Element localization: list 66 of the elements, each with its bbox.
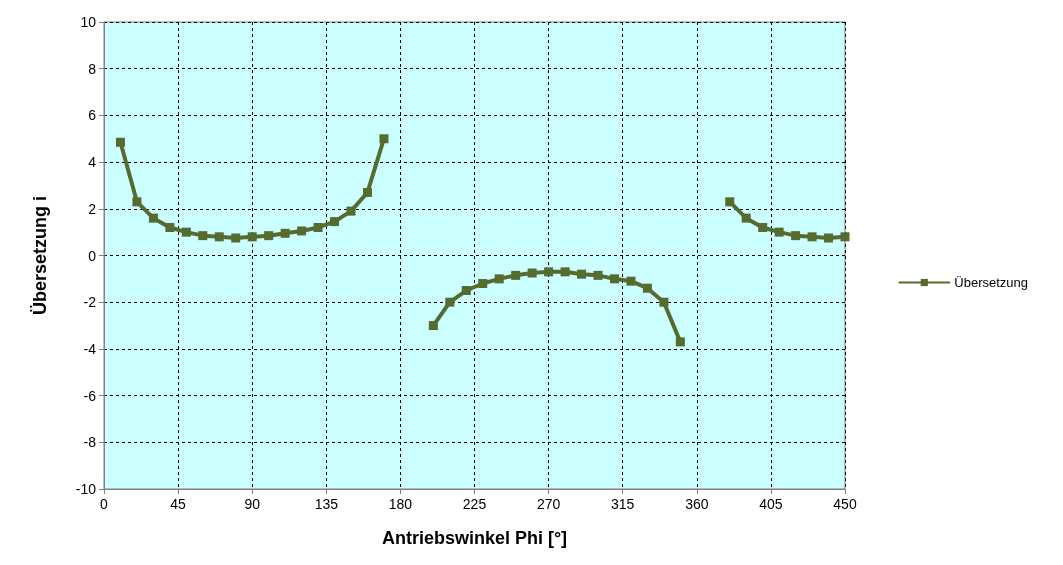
point — [494, 274, 504, 284]
y-tick-label: -6 — [83, 387, 97, 404]
y-tick-label: 10 — [80, 14, 97, 30]
point — [577, 269, 587, 279]
x-tick-label: 360 — [685, 496, 709, 512]
y-tick-label: 4 — [88, 154, 97, 171]
point — [758, 222, 768, 232]
point — [626, 276, 636, 286]
y-axis-title: Übersetzung i — [30, 195, 50, 316]
point — [181, 227, 191, 237]
point — [198, 231, 208, 241]
point — [593, 270, 603, 280]
point — [741, 213, 751, 223]
point — [379, 134, 389, 144]
x-tick-label: 45 — [170, 496, 187, 512]
y-tick-label: -10 — [75, 481, 97, 497]
point — [511, 270, 521, 280]
y-tick-label: 0 — [88, 247, 97, 264]
point — [642, 283, 652, 293]
y-tick-label: -2 — [83, 294, 97, 311]
x-tick-label: 270 — [536, 496, 561, 512]
x-axis-title: Antriebswinkel Phi [°] — [381, 528, 568, 548]
point — [824, 233, 834, 243]
point — [231, 233, 241, 243]
point — [247, 232, 257, 242]
y-tick-label: -8 — [83, 434, 97, 451]
point — [725, 197, 735, 207]
point — [214, 232, 224, 242]
y-tick-label: 6 — [88, 107, 97, 124]
point — [115, 137, 125, 147]
y-tick-label: -4 — [83, 340, 97, 357]
point — [165, 222, 175, 232]
point — [280, 228, 290, 238]
x-tick-label: 0 — [100, 496, 109, 512]
point — [774, 227, 784, 237]
x-tick-label: 180 — [388, 496, 413, 512]
x-tick-label: 90 — [244, 496, 261, 512]
x-tick-label: 315 — [611, 496, 635, 512]
y-tick-label: 8 — [88, 60, 97, 77]
point — [840, 232, 850, 242]
point — [659, 297, 669, 307]
point — [791, 231, 801, 241]
x-tick-label: 405 — [759, 496, 783, 512]
y-tick-label: 2 — [88, 200, 97, 217]
point — [527, 268, 537, 278]
point — [148, 213, 158, 223]
point — [346, 206, 356, 216]
point — [330, 217, 340, 227]
point — [313, 222, 323, 232]
x-tick-label: 450 — [833, 496, 857, 512]
point — [478, 279, 488, 289]
x-tick-label: 135 — [314, 496, 339, 512]
point — [428, 321, 438, 331]
point — [445, 297, 455, 307]
point — [132, 197, 142, 207]
point — [807, 232, 817, 242]
point — [264, 231, 274, 241]
x-tick-label: 225 — [462, 496, 487, 512]
legend-label: Übersetzung — [954, 275, 1029, 290]
point — [297, 226, 307, 236]
point — [544, 267, 554, 277]
point — [609, 274, 619, 284]
point — [675, 337, 685, 347]
point — [362, 187, 372, 197]
point — [560, 267, 570, 277]
point — [461, 286, 471, 296]
